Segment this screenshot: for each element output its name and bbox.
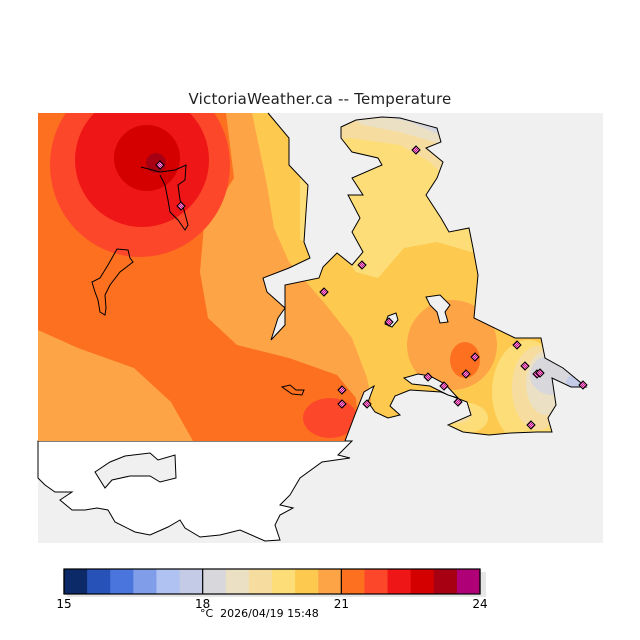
colorbar-swatch — [64, 569, 88, 594]
station-marker — [439, 381, 449, 391]
station-marker — [337, 399, 347, 409]
colorbar-swatch — [179, 569, 204, 594]
island-outline — [280, 384, 305, 396]
station-marker — [470, 352, 480, 362]
station-marker — [411, 145, 421, 155]
colorbar-swatch — [433, 569, 458, 594]
island-outline — [91, 248, 134, 316]
colorbar-swatch — [133, 569, 157, 594]
colorbar-swatch — [410, 569, 435, 594]
colorbar-swatch — [87, 569, 111, 594]
colorbar-swatch — [202, 569, 227, 594]
station-markers — [155, 145, 588, 430]
colorbar-tick-label: 18 — [195, 597, 210, 611]
station-marker — [423, 372, 433, 382]
colorbar-tick-label: 24 — [472, 597, 487, 611]
colorbar-footer: °C 2026/04/19 15:48 — [200, 607, 319, 620]
band-23 — [146, 153, 166, 173]
station-marker — [520, 361, 530, 371]
colorbar-tick-label: 15 — [56, 597, 71, 611]
colorbar-swatch — [225, 569, 250, 594]
colorbar-swatch — [295, 569, 319, 594]
chart-title: VictoriaWeather.ca -- Temperature — [188, 90, 452, 108]
colorbar-swatch — [456, 569, 481, 594]
island-outline — [140, 164, 189, 231]
colorbar-tick-label: 21 — [334, 597, 349, 611]
station-marker — [512, 340, 522, 350]
colorbar-swatch — [110, 569, 134, 594]
colorbar-swatch — [387, 569, 412, 594]
station-marker — [461, 369, 471, 379]
band-21-5-south — [303, 398, 357, 438]
coastline — [262, 112, 588, 442]
station-marker — [357, 260, 367, 270]
station-marker — [578, 380, 588, 390]
colorbar-swatch — [364, 569, 389, 594]
station-marker — [319, 287, 329, 297]
colorbar-swatch — [318, 569, 342, 594]
colorbar-swatch — [248, 569, 273, 594]
colorbar-swatch — [341, 569, 365, 594]
colorbar-swatch — [272, 569, 296, 594]
lake-outline — [425, 294, 451, 324]
band-22-5 — [114, 125, 180, 191]
station-marker — [453, 397, 463, 407]
station-marker — [176, 201, 186, 211]
colorbar: 15 18 21 24 — [56, 568, 488, 611]
colorbar-swatch — [156, 569, 181, 594]
station-marker — [155, 160, 165, 170]
east-band-21 — [450, 342, 480, 378]
lake-outline — [94, 452, 177, 489]
station-marker — [362, 399, 372, 409]
station-marker — [535, 368, 545, 378]
station-marker — [526, 420, 536, 430]
station-marker — [337, 385, 347, 395]
station-marker — [384, 317, 394, 327]
